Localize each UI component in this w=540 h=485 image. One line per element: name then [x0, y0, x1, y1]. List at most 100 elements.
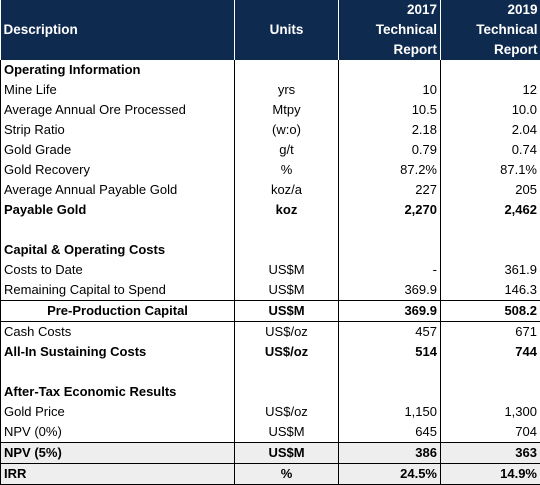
row-value-2017: [339, 220, 441, 240]
row-description: Average Annual Payable Gold: [1, 180, 235, 200]
row-units: US$/oz: [235, 322, 339, 343]
row-description: [1, 362, 235, 382]
row-value-2017: 24.5%: [339, 464, 441, 485]
header-description: Description: [1, 0, 235, 60]
row-value-2017: [339, 362, 441, 382]
row-value-2017: 369.9: [339, 301, 441, 322]
row-value-2019: 1,300: [441, 402, 540, 422]
row-description: [1, 220, 235, 240]
table-row: IRR%24.5%14.9%: [1, 464, 540, 485]
row-value-2019: 12: [441, 80, 540, 100]
row-value-2019: 361.9: [441, 260, 540, 280]
row-description: All-In Sustaining Costs: [1, 342, 235, 362]
header-2019-report: 2019 Technical Report: [441, 0, 540, 60]
row-description: Gold Price: [1, 402, 235, 422]
row-units: US$M: [235, 301, 339, 322]
section-header-row: Operating Information: [1, 60, 540, 80]
row-value-2019: [441, 382, 540, 402]
comparison-table-container: Description Units 2017 Technical Report …: [0, 0, 540, 462]
row-units: %: [235, 160, 339, 180]
row-units: yrs: [235, 80, 339, 100]
row-value-2017: 227: [339, 180, 441, 200]
row-description: Remaining Capital to Spend: [1, 280, 235, 301]
row-value-2017: [339, 60, 441, 80]
row-value-2017: [339, 382, 441, 402]
header-units: Units: [235, 0, 339, 60]
row-units: (w:o): [235, 120, 339, 140]
row-value-2019: 363: [441, 443, 540, 464]
row-value-2017: 2.18: [339, 120, 441, 140]
row-value-2019: [441, 362, 540, 382]
table-row: Gold Recovery%87.2%87.1%: [1, 160, 540, 180]
row-description: NPV (5%): [1, 443, 235, 464]
row-units: [235, 362, 339, 382]
row-value-2019: 2,462: [441, 200, 540, 220]
row-value-2017: 369.9: [339, 280, 441, 301]
row-value-2019: 2.04: [441, 120, 540, 140]
row-value-2019: 87.1%: [441, 160, 540, 180]
row-description: After-Tax Economic Results: [1, 382, 235, 402]
row-description: IRR: [1, 464, 235, 485]
row-value-2017: 514: [339, 342, 441, 362]
row-value-2019: 704: [441, 422, 540, 443]
row-value-2017: 10: [339, 80, 441, 100]
row-units: US$M: [235, 422, 339, 443]
row-units: [235, 60, 339, 80]
row-value-2019: 671: [441, 322, 540, 343]
section-header-row: After-Tax Economic Results: [1, 382, 540, 402]
row-description: NPV (0%): [1, 422, 235, 443]
row-description: Pre-Production Capital: [1, 301, 235, 322]
row-units: [235, 240, 339, 260]
row-value-2017: 457: [339, 322, 441, 343]
row-value-2019: 744: [441, 342, 540, 362]
row-units: koz/a: [235, 180, 339, 200]
row-units: US$/oz: [235, 402, 339, 422]
row-description: Payable Gold: [1, 200, 235, 220]
row-value-2019: 146.3: [441, 280, 540, 301]
row-units: US$M: [235, 280, 339, 301]
row-value-2017: 1,150: [339, 402, 441, 422]
table-header-row: Description Units 2017 Technical Report …: [1, 0, 540, 60]
row-description: Capital & Operating Costs: [1, 240, 235, 260]
row-description: Gold Recovery: [1, 160, 235, 180]
row-value-2017: 2,270: [339, 200, 441, 220]
row-value-2019: 508.2: [441, 301, 540, 322]
row-value-2019: 205: [441, 180, 540, 200]
row-description: Mine Life: [1, 80, 235, 100]
header-2017-report: 2017 Technical Report: [339, 0, 441, 60]
row-description: Operating Information: [1, 60, 235, 80]
row-units: koz: [235, 200, 339, 220]
row-description: Gold Grade: [1, 140, 235, 160]
row-units: US$M: [235, 260, 339, 280]
row-description: Strip Ratio: [1, 120, 235, 140]
row-value-2017: 645: [339, 422, 441, 443]
section-header-row: Capital & Operating Costs: [1, 240, 540, 260]
row-value-2019: [441, 60, 540, 80]
row-value-2017: [339, 240, 441, 260]
row-value-2019: 14.9%: [441, 464, 540, 485]
row-value-2017: -: [339, 260, 441, 280]
row-description: Costs to Date: [1, 260, 235, 280]
row-units: US$/oz: [235, 342, 339, 362]
row-value-2019: [441, 220, 540, 240]
spacer-row: [1, 220, 540, 240]
row-units: %: [235, 464, 339, 485]
row-description: Average Annual Ore Processed: [1, 100, 235, 120]
spacer-row: [1, 362, 540, 382]
row-units: US$M: [235, 443, 339, 464]
row-value-2017: 386: [339, 443, 441, 464]
